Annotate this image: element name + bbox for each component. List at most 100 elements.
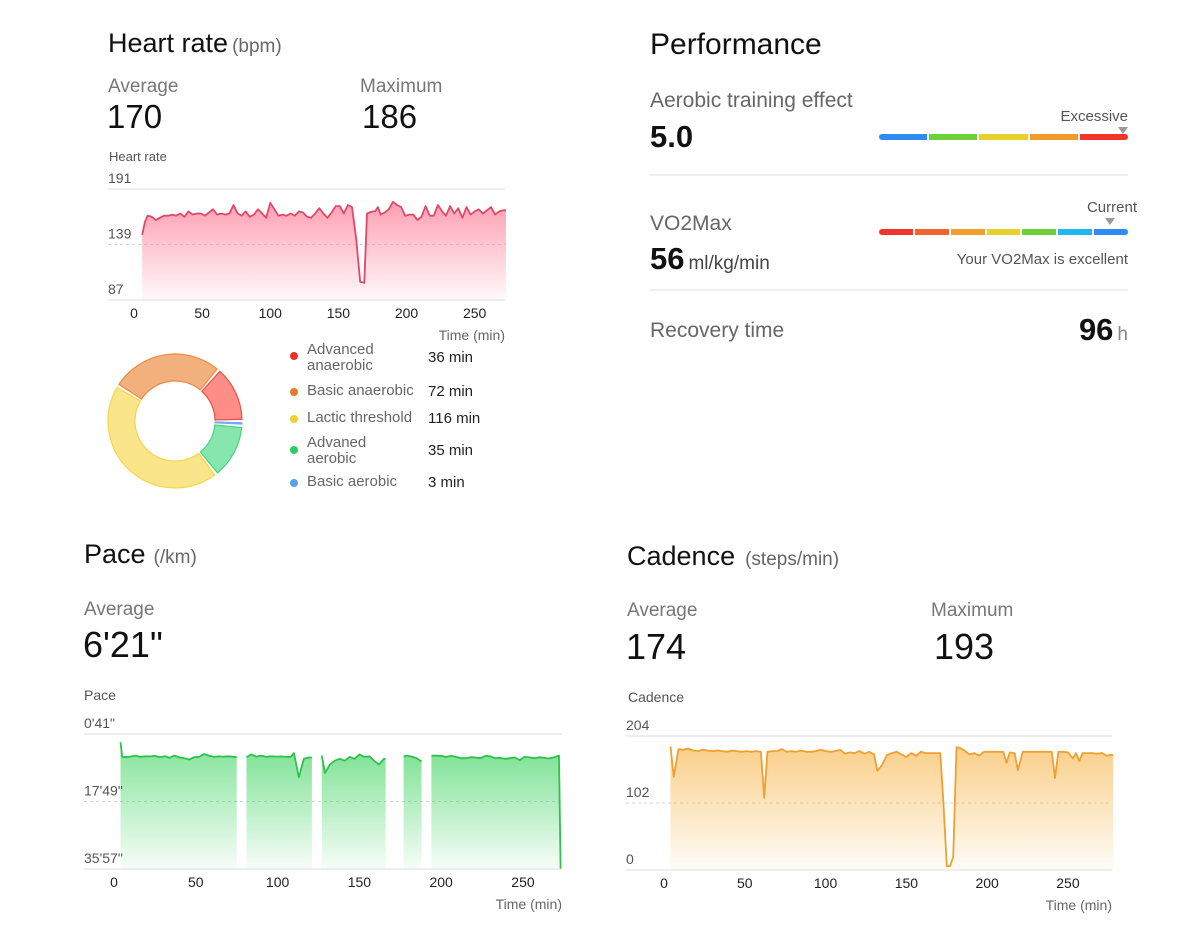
legend-value-basic-aerobic: 3 min [428,474,465,491]
legend-label-basic-aerobic: Basic aerobic [307,473,398,490]
cadence-ytick-3: 0 [626,851,634,867]
vo2max-label: VO2Max [650,212,732,235]
cadence-average-label: Average [627,600,698,621]
vo2max-value: 56 [650,241,685,276]
vo2max-scale-segment-4 [986,229,1021,235]
pace-xtick-100: 100 [266,874,290,890]
aerobic-level-marker-icon [1118,127,1128,134]
aerobic-training-effect-label: Aerobic training effect [650,89,853,112]
recovery-time-value: 96 [1078,312,1114,347]
vo2max-scale-segment-2 [914,229,949,235]
hr-xtick-200: 200 [395,305,419,321]
hr-xlabel: Time (min) [439,327,505,343]
pace-line-3 [320,753,386,774]
hr-xtick-150: 150 [327,305,351,321]
hr-line-1 [141,200,506,284]
hr-xtick-100: 100 [259,305,283,321]
hr-area-1 [142,201,506,300]
pace-line-4 [403,754,422,763]
pace-xtick-250: 250 [511,874,535,890]
legend-value-basic-anaerobic: 72 min [428,383,474,400]
cadence-ytick-1: 204 [626,717,650,733]
legend-value-lactic-threshold: 116 min [428,410,481,427]
hr-ytick-3: 87 [108,281,124,297]
pace-area-2 [246,753,312,869]
cadence-line-1 [669,746,1114,867]
aerobic-level-label: Excessive [1060,108,1128,125]
pace-xtick-0: 0 [110,874,118,890]
hr-ytick-2: 139 [108,226,132,242]
cadence-xlabel: Time (min) [1046,897,1112,913]
recovery-time-unit: h [1117,324,1128,345]
pace-average-label: Average [84,599,155,620]
hr-ytick-1: 191 [108,170,132,186]
pace-xtick-50: 50 [188,874,204,890]
recovery-time-row: 96 h [1079,312,1128,348]
recovery-time-label: Recovery time [650,319,785,342]
heart-rate-unit: (bpm) [232,36,282,57]
cadence-title-text: Cadence [627,541,736,571]
heart-rate-maximum-label: Maximum [360,76,443,97]
pace-xlabel: Time (min) [496,896,562,912]
vo2max-marker-label: Current [1086,199,1137,216]
cadence-maximum-value: 193 [934,626,995,667]
hr-xtick-250: 250 [463,305,487,321]
pace-xtick-150: 150 [348,874,372,890]
aerobic-scale-segment-2 [929,134,978,140]
vo2max-scale-segment-5 [1022,229,1057,235]
performance-divider-2 [650,289,1128,291]
heart-rate-maximum-value: 186 [362,98,418,135]
vo2max-comment: Your VO2Max is excellent [956,251,1128,268]
legend-dot-advanced-anaerobic [290,352,298,360]
pace-title: Pace (/km) [84,539,197,570]
pace-ytick-1: 0'41" [84,715,115,731]
heart-rate-chart-label: Heart rate [109,149,167,164]
vo2max-unit: ml/kg/min [688,253,770,274]
cadence-xtick-150: 150 [895,875,919,891]
performance-divider-1 [650,174,1128,176]
vo2max-scale [879,229,1129,235]
legend-label-advanced-aerobic: Advaned aerobic [307,434,367,467]
legend-label-basic-anaerobic: Basic anaerobic [307,382,414,399]
aerobic-scale-segment-3 [979,134,1028,140]
pace-ytick-3: 35'57" [84,850,123,866]
cadence-xtick-250: 250 [1056,875,1080,891]
vo2max-scale-segment-1 [879,229,913,235]
cadence-chart-label: Cadence [628,689,685,705]
cadence-area-1 [670,746,1114,870]
cadence-ytick-2: 102 [626,784,650,800]
aerobic-scale-segment-5 [1079,134,1129,140]
pace-line-2 [246,752,312,779]
performance-title: Performance [650,28,822,61]
cadence-xtick-100: 100 [814,875,838,891]
vo2max-scale-segment-6 [1058,229,1093,235]
legend-label-advanced-anaerobic: Advanced anaerobic [307,341,374,374]
pace-area-5 [431,755,561,869]
donut-slice-lactic-threshold [107,386,216,489]
vo2max-value-row: 56 ml/kg/min [650,241,770,277]
vo2max-scale-segment-3 [950,229,985,235]
cadence-average-value: 174 [626,626,687,667]
cadence-unit: (steps/min) [745,549,840,570]
pace-chart-label: Pace [84,687,116,703]
donut-slice-basic-aerobic [214,421,243,425]
legend-label-lactic-threshold: Lactic threshold [307,409,413,426]
legend-dot-lactic-threshold [290,415,298,423]
pace-line-5 [431,754,562,870]
legend-dot-basic-anaerobic [290,388,298,396]
legend-dot-advanced-aerobic [290,446,298,454]
hr-xtick-50: 50 [194,305,210,321]
pace-ytick-2: 17'49" [84,783,123,799]
aerobic-scale-segment-4 [1029,134,1078,140]
legend-value-advanced-anaerobic: 36 min [428,349,474,366]
donut-slice-advaned-aerobic [199,424,243,474]
pace-area-1 [120,742,237,869]
pace-area-3 [321,754,386,869]
pace-xtick-200: 200 [429,874,453,890]
cadence-xtick-50: 50 [737,875,753,891]
heart-rate-title-text: Heart rate [108,28,229,58]
aerobic-scale-segment-1 [879,134,928,140]
cadence-maximum-label: Maximum [931,600,1014,621]
vo2max-scale-segment-7 [1094,229,1129,235]
